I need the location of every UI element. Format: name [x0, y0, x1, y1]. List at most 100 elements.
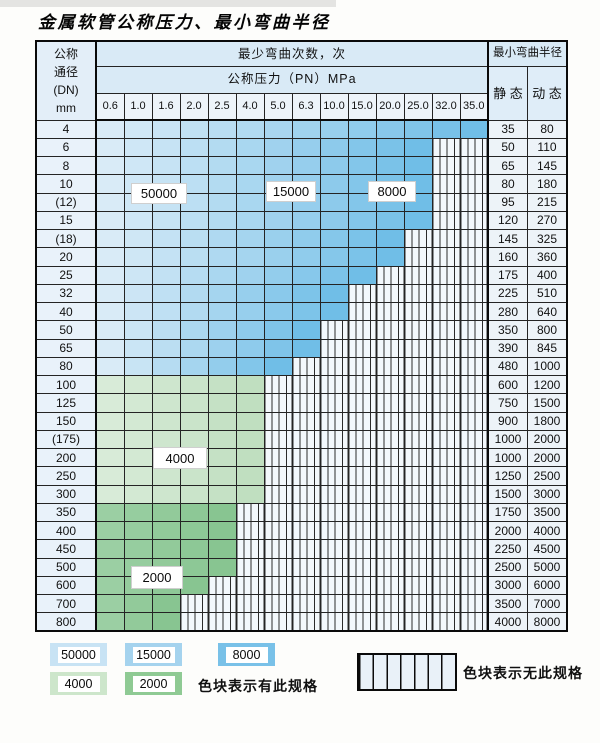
- dynamic-radius-cell: 7000: [527, 593, 568, 614]
- legend-swatch: 50000: [50, 643, 107, 666]
- no-spec-hatch-cell: [291, 502, 321, 523]
- cycle-cell: [151, 247, 181, 267]
- table-row: 65 390 845: [35, 338, 568, 358]
- legend-swatch-label: 2000: [132, 675, 175, 692]
- dynamic-radius-cell: 2500: [527, 466, 568, 486]
- no-spec-hatch-cell: [431, 612, 461, 632]
- dynamic-radius-cell: 400: [527, 265, 568, 285]
- no-spec-hatch-cell: [319, 502, 349, 523]
- cycle-cell: [95, 374, 125, 395]
- no-spec-hatch-cell: [459, 247, 489, 267]
- cycle-cell: [95, 557, 125, 577]
- min-radius-header: 最小弯曲半径: [487, 40, 568, 67]
- no-spec-hatch-cell: [347, 466, 377, 486]
- cycle-cell: [95, 356, 125, 377]
- cycle-cell: [95, 265, 125, 285]
- cycle-cell: [319, 247, 349, 267]
- no-spec-hatch-cell: [403, 612, 433, 632]
- no-spec-hatch-cell: [375, 374, 405, 395]
- no-spec-hatch-cell: [347, 612, 377, 632]
- dn-cell: 250: [35, 466, 97, 486]
- static-radius-cell: 35: [487, 119, 528, 139]
- dn-cell: 25: [35, 265, 97, 285]
- table-row: 400 2000 4000: [35, 520, 568, 541]
- no-spec-hatch-cell: [431, 374, 461, 395]
- cycle-cell: [179, 228, 209, 249]
- cycle-cell: [263, 210, 293, 231]
- no-spec-hatch-cell: [375, 484, 405, 504]
- cycle-cell: [263, 265, 293, 285]
- no-spec-hatch-cell: [459, 393, 489, 413]
- legend-swatch-label: 15000: [132, 646, 175, 663]
- cycle-cell: [207, 247, 237, 267]
- static-radius-cell: 3500: [487, 593, 528, 614]
- pressure-column-header: 1.0: [123, 92, 153, 121]
- corner-header-dn: 公称 通径 (DN) mm: [35, 40, 97, 121]
- no-spec-hatch-cell: [459, 320, 489, 340]
- cycle-cell: [179, 265, 209, 285]
- cycle-cell: [123, 247, 153, 267]
- no-spec-hatch-cell: [291, 484, 321, 504]
- no-spec-hatch-cell: [291, 356, 321, 377]
- no-spec-hatch-cell: [459, 210, 489, 231]
- cycle-cell: [207, 356, 237, 377]
- dn-cell: 100: [35, 374, 97, 395]
- cycle-cell: [95, 174, 125, 194]
- no-spec-hatch-cell: [207, 612, 237, 632]
- cycle-cell: [207, 539, 237, 559]
- no-spec-hatch-cell: [431, 447, 461, 468]
- cycle-cell: [123, 265, 153, 285]
- no-spec-hatch-cell: [431, 429, 461, 450]
- table-row: 125 750 1500: [35, 393, 568, 413]
- cycle-cell: [263, 228, 293, 249]
- dn-cell: 65: [35, 338, 97, 358]
- cycle-cell: [151, 137, 181, 158]
- dynamic-radius-cell: 1500: [527, 393, 568, 413]
- cycle-cell: [95, 228, 125, 249]
- cycle-cell: [291, 247, 321, 267]
- no-spec-hatch-cell: [319, 429, 349, 450]
- cycle-cell: [207, 137, 237, 158]
- table-row: 8 65 145: [35, 155, 568, 176]
- pressure-column-header: 0.6: [95, 92, 125, 121]
- legend-swatch-label: 50000: [57, 646, 100, 663]
- no-spec-hatch-cell: [263, 411, 293, 431]
- cycle-cell: [95, 612, 125, 632]
- cycle-cell: [375, 247, 405, 267]
- cycle-count-label: 8000: [368, 181, 416, 202]
- no-spec-hatch-cell: [347, 356, 377, 377]
- cycle-cell: [207, 228, 237, 249]
- no-spec-hatch-cell: [431, 228, 461, 249]
- static-radius-cell: 160: [487, 247, 528, 267]
- no-spec-hatch-cell: [431, 539, 461, 559]
- dn-cell: 80: [35, 356, 97, 377]
- no-spec-hatch-cell: [347, 520, 377, 541]
- cycle-cell: [179, 301, 209, 322]
- no-spec-hatch-cell: [179, 593, 209, 614]
- no-spec-hatch-cell: [319, 466, 349, 486]
- cycle-cell: [123, 119, 153, 139]
- cycle-cell: [95, 429, 125, 450]
- no-spec-hatch-cell: [263, 466, 293, 486]
- no-spec-hatch-cell: [431, 137, 461, 158]
- dynamic-radius-cell: 640: [527, 301, 568, 322]
- dn-cell: 150: [35, 411, 97, 431]
- page-title: 金属软管公称压力、最小弯曲半径: [38, 13, 331, 33]
- cycle-cell: [207, 447, 237, 468]
- cycle-cell: [151, 356, 181, 377]
- cycle-cell: [179, 466, 209, 486]
- cycle-cell: [179, 502, 209, 523]
- no-spec-hatch-cell: [403, 575, 433, 596]
- cycle-cell: [151, 502, 181, 523]
- no-spec-hatch-cell: [459, 612, 489, 632]
- no-spec-hatch-cell: [431, 210, 461, 231]
- no-spec-hatch-cell: [459, 502, 489, 523]
- cycle-cell: [95, 593, 125, 614]
- no-spec-hatch-cell: [319, 593, 349, 614]
- no-spec-hatch-cell: [263, 502, 293, 523]
- cycle-cell: [235, 356, 265, 377]
- cycle-cell: [207, 502, 237, 523]
- cycle-cell: [179, 283, 209, 304]
- no-spec-hatch-cell: [431, 575, 461, 596]
- no-spec-hatch-cell: [403, 356, 433, 377]
